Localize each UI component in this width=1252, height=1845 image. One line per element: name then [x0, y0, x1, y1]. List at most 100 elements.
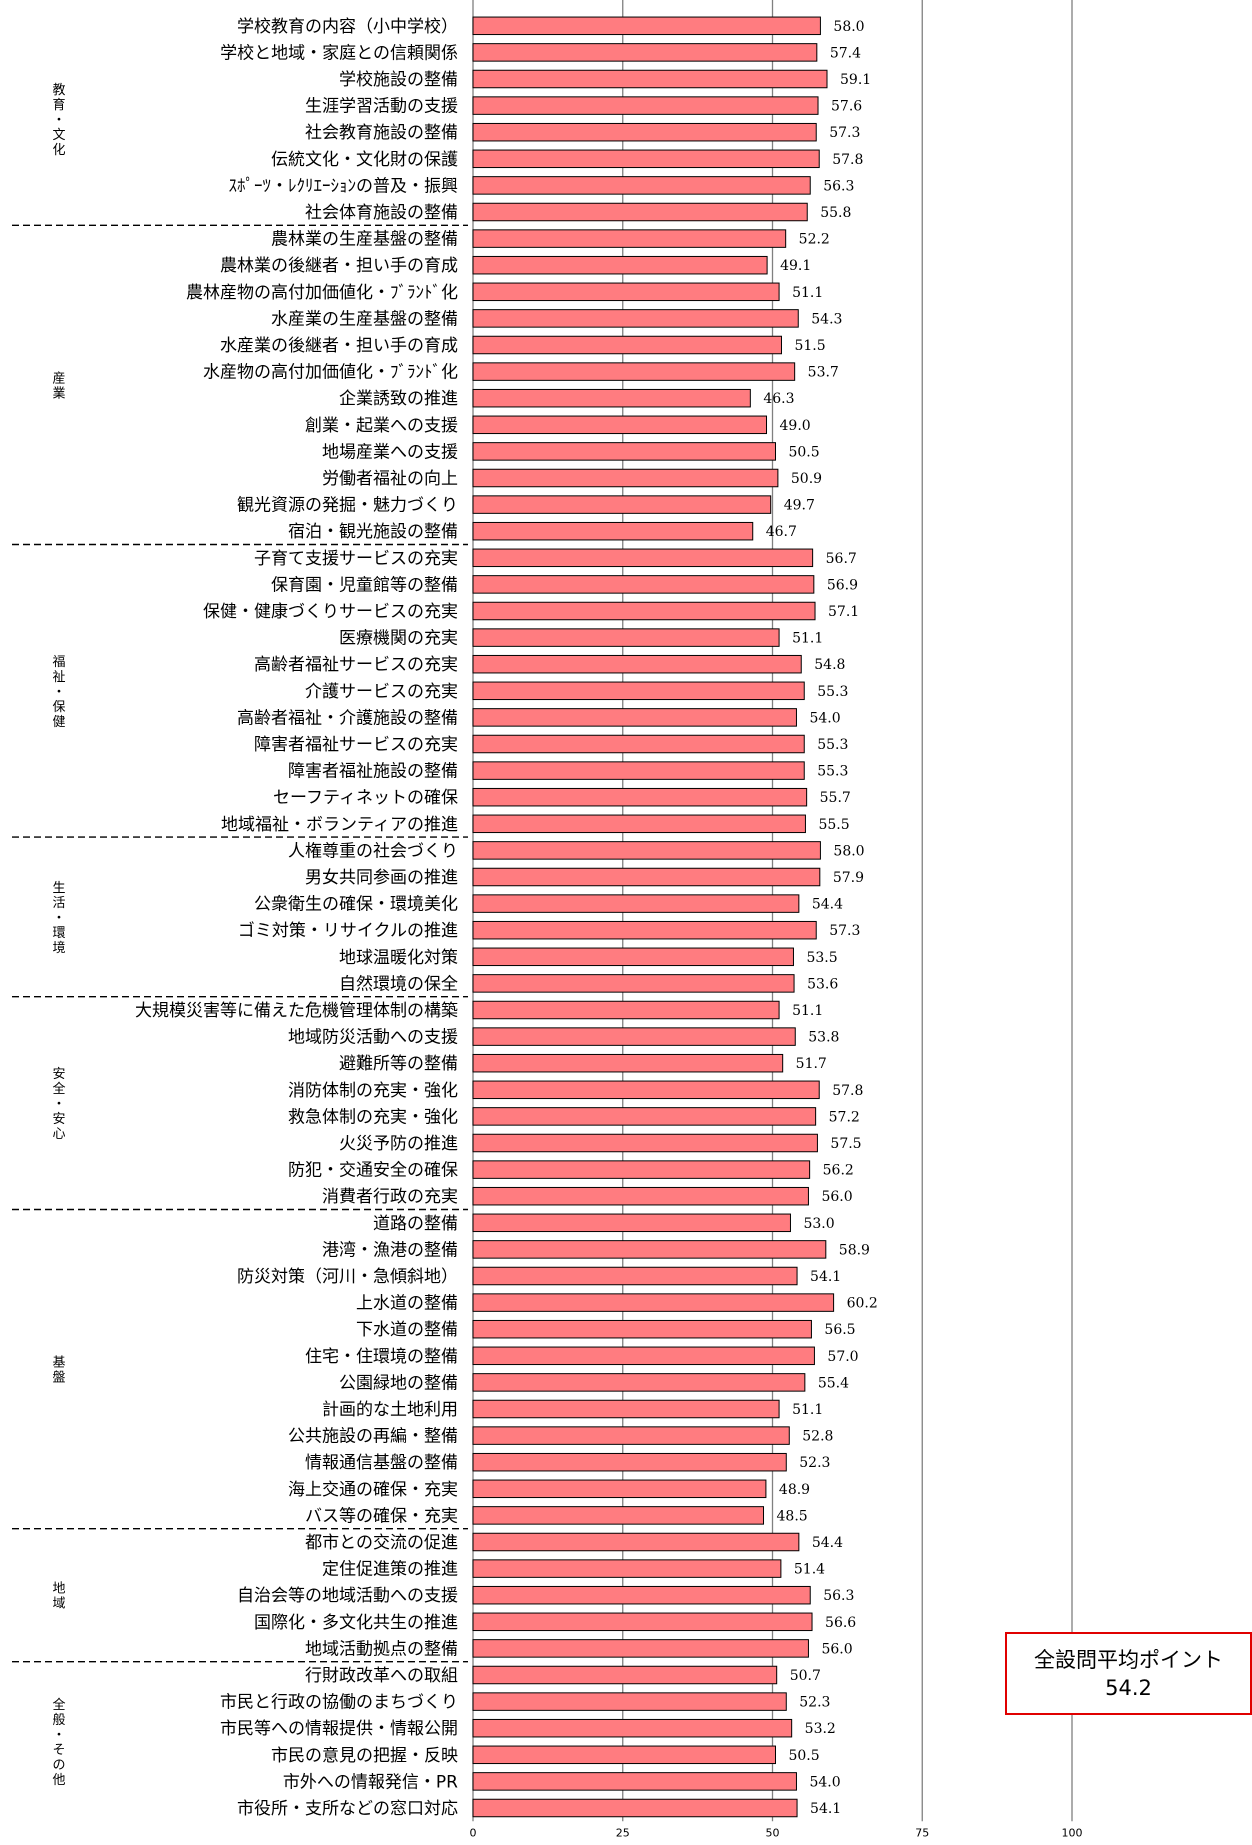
group-label: 基盤: [52, 1356, 65, 1386]
value-label: 56.2: [823, 1163, 854, 1179]
bar: [472, 229, 787, 248]
bar: [472, 1772, 797, 1791]
category-label: 地球温暖化対策: [339, 948, 458, 968]
bar: [472, 96, 819, 115]
value-label: 54.8: [814, 657, 845, 673]
bar: [472, 149, 820, 169]
value-label: 56.6: [825, 1615, 856, 1631]
value-label: 46.7: [766, 524, 797, 540]
category-label: 避難所等の整備: [339, 1054, 458, 1074]
value-label: 58.9: [839, 1242, 870, 1258]
category-label: 水産業の後継者・担い手の育成: [220, 336, 458, 356]
category-label: 道路の整備: [373, 1214, 458, 1234]
value-label: 56.3: [823, 1588, 854, 1604]
category-label: 定住促進策の推進: [322, 1560, 458, 1580]
bar: [472, 1745, 776, 1765]
value-label: 51.1: [792, 1402, 823, 1418]
bar: [472, 1559, 782, 1578]
category-label: 障害者福祉サービスの充実: [254, 735, 458, 755]
category-label: 公園緑地の整備: [339, 1373, 458, 1393]
bar: [472, 16, 821, 36]
bar: [472, 734, 805, 754]
category-label: 防災対策（河川・急傾斜地）: [237, 1267, 458, 1287]
value-label: 51.1: [792, 1003, 823, 1019]
category-label: 社会教育施設の整備: [305, 123, 458, 143]
category-label: 市外への情報発信・PR: [283, 1772, 458, 1792]
bar: [472, 1639, 809, 1658]
average-annotation-value: 54.2: [1105, 1675, 1152, 1700]
bar: [472, 1718, 793, 1738]
category-label: 学校教育の内容（小中学校）: [237, 17, 458, 37]
bar: [472, 309, 799, 328]
value-label: 55.3: [817, 764, 848, 780]
bar: [472, 787, 808, 807]
category-label: 地域福祉・ボランティアの推進: [221, 815, 458, 835]
bar: [472, 1053, 784, 1073]
category-label: 企業誘致の推進: [339, 389, 458, 409]
bar: [472, 974, 795, 993]
bar: [472, 1665, 778, 1685]
category-label: 市民の意見の把握・反映: [271, 1746, 458, 1766]
category-label: 救急体制の充実・強化: [288, 1107, 458, 1127]
value-label: 57.1: [828, 604, 859, 620]
value-label: 49.1: [780, 258, 811, 274]
bar: [472, 761, 805, 780]
category-label: 農林業の生産基盤の整備: [271, 230, 458, 250]
bar: [472, 1399, 780, 1419]
bar: [472, 920, 817, 940]
bar: [472, 1506, 765, 1525]
value-label: 53.8: [808, 1030, 839, 1046]
value-label: 57.9: [833, 870, 864, 886]
category-label: 公衆衛生の確保・環境美化: [254, 895, 458, 915]
category-label: 創業・起業への支援: [305, 416, 458, 436]
category-label: 地場産業への支援: [322, 442, 458, 462]
category-label: ゴミ対策・リサイクルの推進: [238, 920, 458, 941]
x-tick-label: 0: [470, 1826, 477, 1839]
category-label: 子育て支援サービスの充実: [254, 549, 458, 569]
value-label: 53.0: [803, 1216, 834, 1232]
category-label: 保育園・児童館等の整備: [271, 575, 458, 595]
value-label: 50.5: [788, 1748, 819, 1764]
value-label: 60.2: [847, 1296, 878, 1312]
bar: [472, 1479, 767, 1499]
bar: [472, 1532, 800, 1552]
category-label: 都市との交流の促進: [305, 1533, 458, 1553]
bar: [472, 1027, 796, 1046]
category-label: 学校と地域・家庭との信頼関係: [220, 43, 458, 63]
value-label: 51.4: [794, 1562, 825, 1578]
category-label: 地域活動拠点の整備: [305, 1639, 458, 1659]
value-label: 58.0: [833, 843, 864, 859]
value-label: 49.0: [780, 418, 811, 434]
bar: [472, 1133, 818, 1153]
value-label: 57.6: [831, 99, 862, 115]
category-label: バス等の確保・充実: [305, 1506, 458, 1526]
category-label: 地域防災活動への支援: [288, 1028, 458, 1048]
x-tick-label: 75: [915, 1826, 929, 1839]
value-label: 59.1: [840, 72, 871, 88]
value-label: 51.1: [792, 631, 823, 647]
bar: [472, 1346, 815, 1366]
bar: [472, 1319, 812, 1339]
value-label: 57.8: [832, 152, 863, 168]
category-label: 大規模災害等に備えた危機管理体制の構築: [135, 1001, 458, 1021]
category-label: 下水道の整備: [356, 1320, 458, 1340]
value-label: 56.0: [821, 1189, 852, 1205]
value-label: 54.0: [809, 1774, 840, 1790]
bar: [472, 69, 828, 89]
category-label: 学校施設の整備: [339, 70, 458, 90]
x-axis-ticks: 0 25 50 75 100: [470, 1826, 1083, 1839]
group-label: 安全・安心: [52, 1067, 65, 1142]
group-label: 地域: [52, 1582, 65, 1612]
bar: [472, 255, 768, 275]
category-label: 医療機関の充実: [339, 629, 458, 649]
bar: [472, 1612, 813, 1632]
category-label: 公共施設の再編・整備: [288, 1427, 458, 1447]
value-label: 57.5: [830, 1136, 861, 1152]
bar: [472, 176, 811, 195]
category-label: 農林産物の高付加価値化・ﾌﾞﾗﾝﾄﾞ化: [186, 283, 458, 303]
bar: [472, 122, 817, 142]
bar: [472, 1213, 791, 1233]
bar: [472, 1692, 787, 1711]
